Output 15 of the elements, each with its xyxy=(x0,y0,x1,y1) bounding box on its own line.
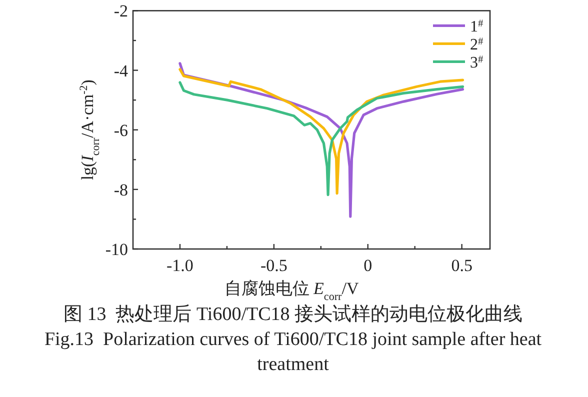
legend-label: 2$^{#}$ xyxy=(470,36,484,54)
y-tick-label: -10 xyxy=(105,240,128,259)
x-tick-label: -0.5 xyxy=(260,256,288,275)
y-tick-label: -8 xyxy=(114,180,128,200)
caption: Fig.13 Polarization curves of Ti600/TC18 joint sample after heat treatment xyxy=(43,328,543,377)
x-tick-label: -1.0 xyxy=(166,256,194,275)
legend-label: 3$^{#}$ xyxy=(470,54,484,72)
x-axis-title: 自腐蚀电位 E$_{corr}$/V xyxy=(224,279,360,303)
y-tick-label: -4 xyxy=(114,61,128,80)
y-tick-label: -6 xyxy=(114,120,128,140)
legend-label: 1$^{#}$ xyxy=(470,18,484,36)
y-tick-label: -2 xyxy=(114,2,128,21)
x-tick-label: 0 xyxy=(364,256,372,275)
x-tick-label: 0.5 xyxy=(451,256,472,275)
caption: 图 13 热处理后 Ti600/TC18 接头试样的动电位极化曲线 xyxy=(62,303,524,327)
